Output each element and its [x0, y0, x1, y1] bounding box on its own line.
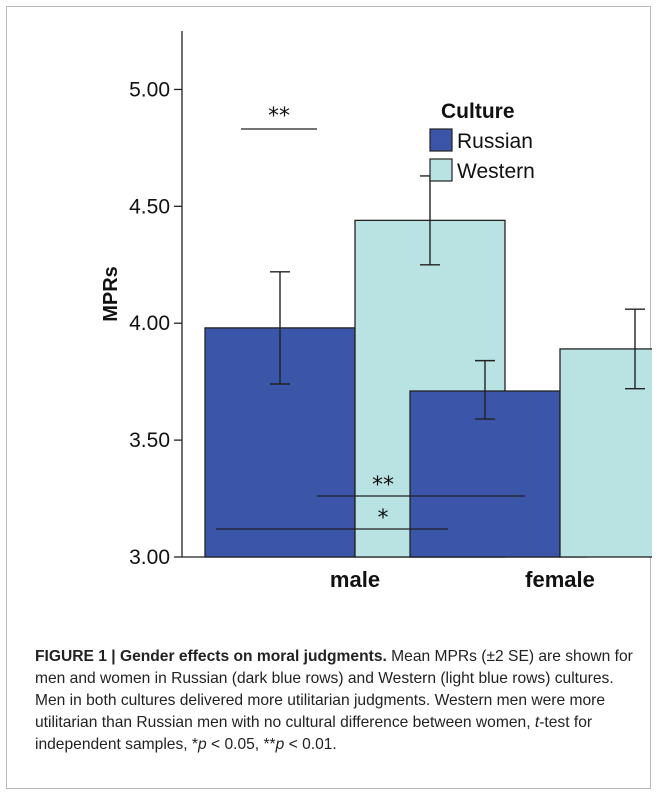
x-category-label: male: [330, 567, 380, 592]
caption-label: FIGURE 1 | Gender effects on moral judgm…: [35, 648, 387, 665]
figure-caption: FIGURE 1 | Gender effects on moral judgm…: [35, 646, 647, 756]
caption-p2-italic: p: [275, 736, 285, 753]
significance-marker: *: [378, 506, 389, 531]
significance-marker: **: [268, 104, 290, 129]
y-tick-label: 4.50: [129, 195, 170, 218]
legend-label-russian: Russian: [457, 130, 533, 153]
y-tick-label: 3.00: [129, 546, 170, 569]
significance-marker: **: [372, 473, 394, 498]
figure-panel: 5.00 4.50 4.00 3.50 3.00 MPRs male female Cultur…: [6, 6, 652, 789]
legend-label-western: Western: [457, 160, 535, 183]
y-tick-label: 5.00: [129, 78, 170, 101]
y-tick-label: 3.50: [129, 429, 170, 452]
caption-text-1: Mean MPRs (±2 SE) are shown for men and …: [35, 648, 633, 731]
y-axis-title: MPRs: [100, 266, 122, 322]
bar-chart: 5.00 4.50 4.00 3.50 3.00 MPRs male female Cultur…: [100, 31, 652, 592]
caption-p1-italic: p: [197, 736, 207, 753]
x-category-label: female: [525, 567, 595, 592]
y-tick-label: 4.00: [129, 312, 170, 335]
bar-western-female: [559, 348, 652, 558]
caption-text-4: < 0.01.: [284, 736, 337, 753]
legend-swatch-western: [429, 158, 453, 182]
caption-text-3: < 0.05, **: [206, 736, 276, 753]
legend-swatch-russian: [429, 128, 453, 152]
caption-t-italic: t: [534, 714, 540, 731]
caption-text-2: -test for independent samples, *: [35, 714, 593, 753]
legend-title: Culture: [441, 100, 515, 123]
